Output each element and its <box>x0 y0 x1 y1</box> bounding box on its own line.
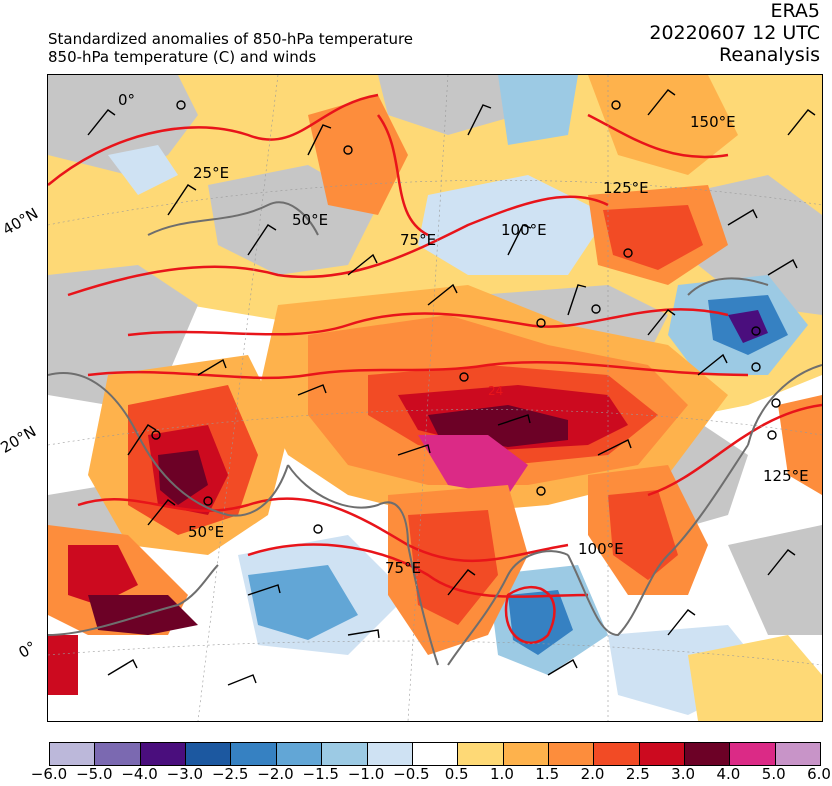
colorbar-tick-label: 4.0 <box>716 765 741 783</box>
colorbar-tick-label: 0.5 <box>444 765 469 783</box>
lon-label-150e: 150°E <box>690 113 736 131</box>
contour-label: 24 <box>488 384 503 398</box>
lon-label-0: 0° <box>118 91 135 109</box>
colorbar-tick-label: −6.0 <box>30 765 68 783</box>
valid-datetime: 20220607 12 UTC <box>649 22 820 44</box>
colorbar-tick-label: −1.0 <box>347 765 385 783</box>
colorbar-tick-label: −3.0 <box>166 765 204 783</box>
colorbar-tick-label: 1.5 <box>535 765 560 783</box>
colorbar-segment <box>775 743 821 765</box>
colorbar-ticks: −6.0 −5.0 −4.0 −3.0 −2.5 −2.0 −1.5 −1.0 −0.5 0.5 1… <box>31 765 831 785</box>
lon-label-50e-south: 50°E <box>188 523 224 541</box>
data-source: ERA5 <box>770 0 820 22</box>
lon-label-100e-south: 100°E <box>578 540 624 558</box>
lon-label-75e-south: 75°E <box>385 559 421 577</box>
colorbar-segment <box>186 743 232 765</box>
colorbar-segment <box>50 743 96 765</box>
colorbar-tick-label: −5.0 <box>76 765 113 783</box>
colorbar-segment <box>594 743 640 765</box>
colorbar-tick-label: −4.0 <box>121 765 158 783</box>
lat-label-40n: 40°N <box>0 204 42 239</box>
colorbar-tick-label: 2.5 <box>625 765 650 783</box>
colorbar-segment <box>685 743 731 765</box>
colorbar-segment <box>231 743 277 765</box>
colorbar-tick-label: −2.0 <box>257 765 294 783</box>
lon-label-75e-north: 75°E <box>400 231 436 249</box>
colorbar-segment <box>639 743 686 765</box>
map-canvas: 24 0° 25°E 50°E 75°E 100°E 125°E 150°E 5… <box>48 75 822 721</box>
colorbar-segment <box>458 743 504 765</box>
title-line-2: 850-hPa temperature (C) and winds <box>48 48 317 66</box>
lon-label-100e-north: 100°E <box>501 221 547 239</box>
colorbar-segment <box>322 743 368 765</box>
colorbar-tick-label: 6.0 <box>807 765 831 783</box>
colorbar-segment <box>140 743 187 765</box>
colorbar-tick-label: 1.0 <box>490 765 514 783</box>
map-panel: 24 0° 25°E 50°E 75°E 100°E 125°E 150°E 5… <box>47 74 823 722</box>
map-title: Standardized anomalies of 850-hPa temper… <box>48 30 413 66</box>
colorbar-segment <box>548 743 595 765</box>
lon-label-50e-north: 50°E <box>292 211 328 229</box>
map-info: ERA5 20220607 12 UTC Reanalysis <box>649 0 820 66</box>
colorbar-segment <box>367 743 413 765</box>
colorbar-segment <box>276 743 323 765</box>
title-line-1: Standardized anomalies of 850-hPa temper… <box>48 30 414 48</box>
colorbar-segment <box>503 743 549 765</box>
lon-label-125e-south: 125°E <box>763 467 809 485</box>
colorbar-segment <box>730 743 776 765</box>
colorbar-tick-label: 2.0 <box>580 765 605 783</box>
lat-label-0: 0° <box>15 637 40 662</box>
lon-label-25e: 25°E <box>193 164 229 182</box>
colorbar <box>49 742 821 766</box>
product-type: Reanalysis <box>719 44 820 66</box>
colorbar-tick-label: 3.0 <box>671 765 696 783</box>
colorbar-tick-label: 5.0 <box>761 765 786 783</box>
colorbar-tick-label: −2.5 <box>211 765 249 783</box>
lat-label-20n: 20°N <box>0 422 40 457</box>
colorbar-tick-label: −0.5 <box>393 765 430 783</box>
colorbar-segment <box>412 743 459 765</box>
colorbar-segment <box>95 743 141 765</box>
lon-label-125e-north: 125°E <box>603 179 649 197</box>
colorbar-tick-label: −1.5 <box>302 765 339 783</box>
